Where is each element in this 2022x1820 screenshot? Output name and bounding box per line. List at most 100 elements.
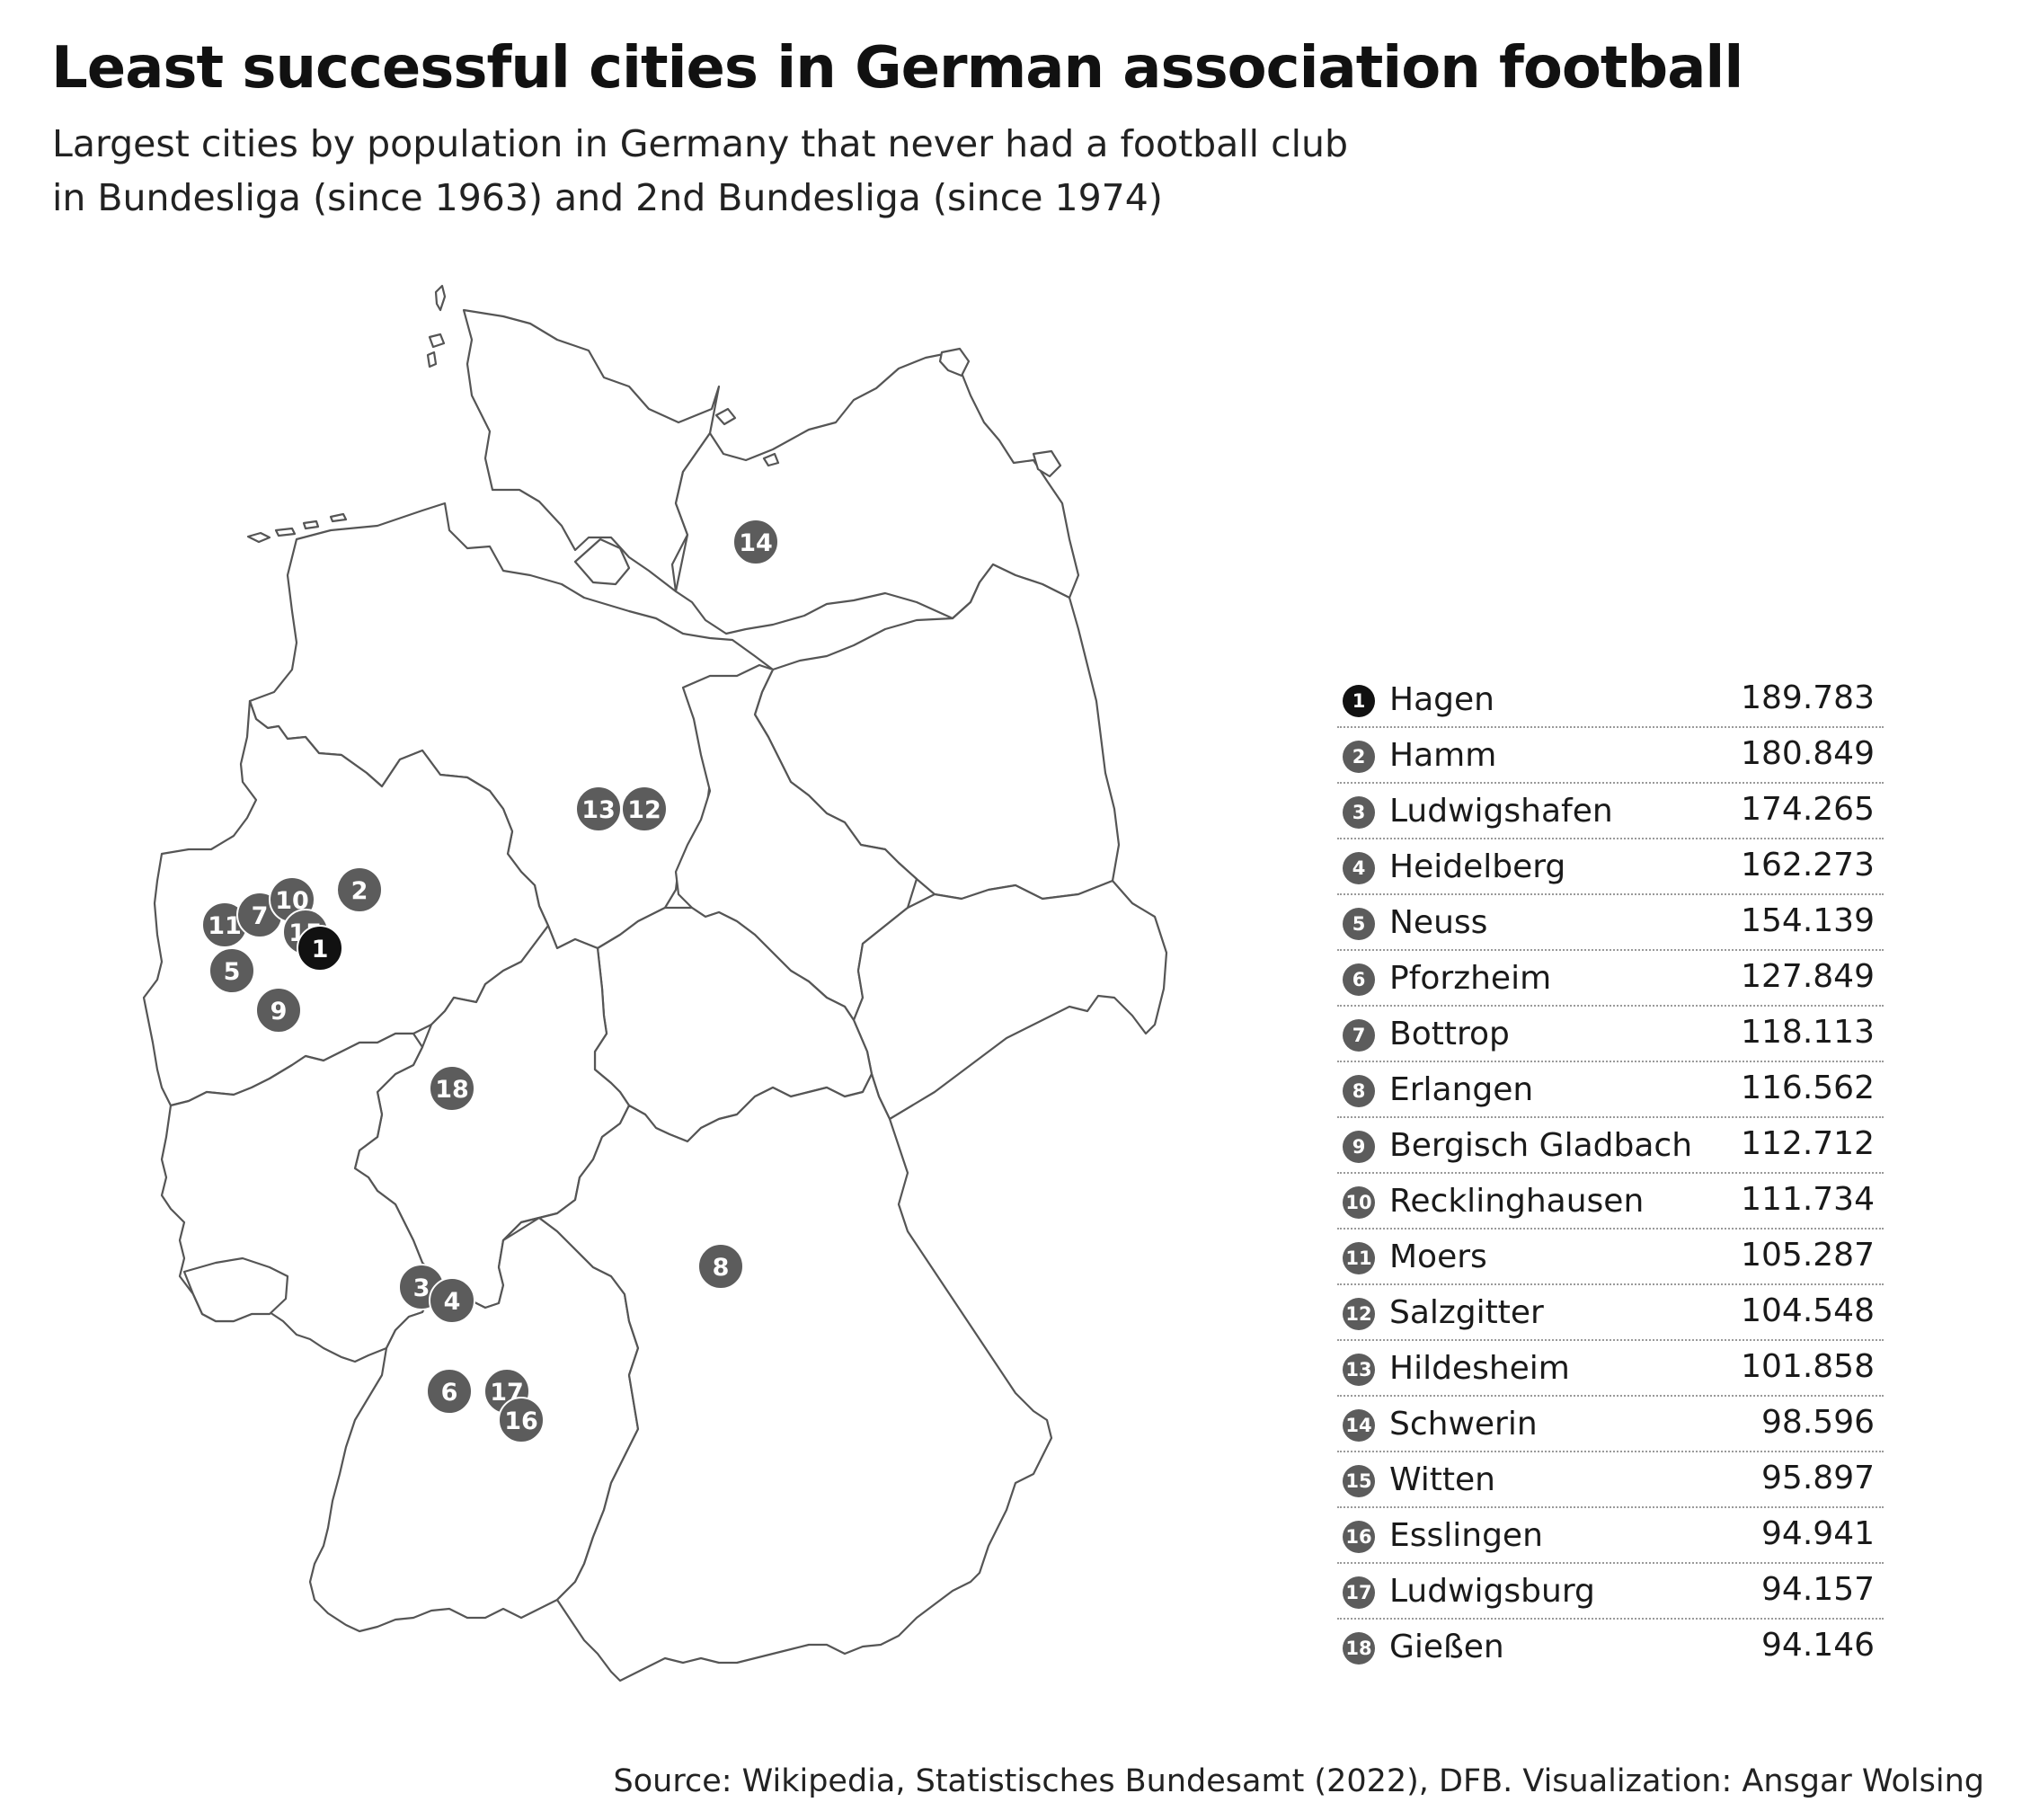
city-marker-label: 4 xyxy=(444,1288,461,1316)
ranking-row: 7 Bottrop 118.113 xyxy=(1337,1007,1884,1062)
ranking-row: 4 Heidelberg 162.273 xyxy=(1337,839,1884,895)
city-population: 154.139 xyxy=(1741,902,1875,939)
rank-badge: 7 xyxy=(1343,1019,1375,1052)
city-population: 180.849 xyxy=(1741,735,1875,772)
ranking-row: 1 Hagen 189.783 xyxy=(1337,672,1884,728)
city-ranking-list: 1 Hagen 189.783 2 Hamm 180.849 3 Ludwigshafen 17… xyxy=(1337,672,1884,1675)
city-name: Bottrop xyxy=(1389,1016,1510,1052)
ranking-row: 18 Gießen 94.146 xyxy=(1337,1620,1884,1675)
island-ruegen xyxy=(938,347,971,377)
city-marker: 13 xyxy=(575,786,622,832)
source-note: Source: Wikipedia, Statistisches Bundesa… xyxy=(613,1763,1984,1799)
rank-badge: 15 xyxy=(1343,1465,1375,1497)
city-name: Salzgitter xyxy=(1389,1294,1544,1331)
city-marker-label: 11 xyxy=(208,912,242,940)
city-name: Erlangen xyxy=(1389,1071,1534,1108)
city-marker: 5 xyxy=(208,947,255,994)
city-marker: 14 xyxy=(732,519,779,565)
city-marker: 2 xyxy=(336,866,383,913)
city-marker-dot xyxy=(697,1243,744,1290)
rank-badge: 18 xyxy=(1343,1632,1375,1665)
rank-badge: 4 xyxy=(1343,852,1375,884)
state-saarland xyxy=(182,1256,289,1323)
city-marker-dot xyxy=(732,519,779,565)
city-markers: 181413128295117101516171634 xyxy=(201,519,779,1443)
city-marker: 4 xyxy=(429,1277,475,1324)
island-amrum xyxy=(426,351,438,368)
ranking-row: 14 Schwerin 98.596 xyxy=(1337,1397,1884,1452)
state-hamburg xyxy=(573,537,631,586)
city-population: 94.157 xyxy=(1761,1571,1875,1608)
rank-badge: 11 xyxy=(1343,1242,1375,1274)
city-marker-dot xyxy=(621,786,668,832)
city-population: 127.849 xyxy=(1741,958,1875,995)
city-name: Recklinghausen xyxy=(1389,1183,1645,1220)
rank-badge: 9 xyxy=(1343,1131,1375,1163)
city-marker-dot xyxy=(336,866,383,913)
city-marker-label: 8 xyxy=(713,1254,730,1282)
city-population: 112.712 xyxy=(1741,1125,1875,1162)
city-marker-label: 9 xyxy=(270,998,288,1025)
rank-badge: 1 xyxy=(1343,685,1375,717)
city-marker: 18 xyxy=(429,1065,475,1112)
state-schleswig-holstein xyxy=(462,308,721,593)
city-population: 104.548 xyxy=(1741,1292,1875,1329)
rank-badge: 3 xyxy=(1343,796,1375,829)
city-population: 174.265 xyxy=(1741,791,1875,828)
ranking-row: 12 Salzgitter 104.548 xyxy=(1337,1285,1884,1341)
city-marker-dot xyxy=(426,1368,473,1415)
rank-badge: 10 xyxy=(1343,1186,1375,1219)
city-marker: 11 xyxy=(201,901,248,948)
city-marker-label: 14 xyxy=(739,529,773,557)
rank-badge: 13 xyxy=(1343,1354,1375,1386)
city-marker-label: 13 xyxy=(581,796,616,824)
city-name: Gießen xyxy=(1389,1629,1504,1665)
city-marker-dot xyxy=(255,987,302,1034)
city-name: Witten xyxy=(1389,1461,1496,1498)
city-population: 111.734 xyxy=(1741,1181,1875,1218)
city-name: Hamm xyxy=(1389,737,1497,774)
chart-subtitle: Largest cities by population in Germany … xyxy=(52,117,1490,225)
city-population: 94.146 xyxy=(1761,1627,1875,1664)
city-population: 189.783 xyxy=(1741,679,1875,716)
chart-title: Least successful cities in German associ… xyxy=(51,35,1743,102)
city-name: Hagen xyxy=(1389,681,1494,718)
island-poel xyxy=(762,452,780,467)
city-marker-label: 2 xyxy=(351,877,368,905)
rank-badge: 8 xyxy=(1343,1075,1375,1107)
ranking-row: 15 Witten 95.897 xyxy=(1337,1452,1884,1508)
city-marker-label: 5 xyxy=(224,958,241,986)
state-bayern xyxy=(501,1072,1053,1682)
city-name: Heidelberg xyxy=(1389,848,1566,885)
city-marker-dot xyxy=(429,1065,475,1112)
city-population: 118.113 xyxy=(1741,1014,1875,1051)
ranking-row: 16 Esslingen 94.941 xyxy=(1337,1508,1884,1564)
city-name: Pforzheim xyxy=(1389,960,1552,997)
city-population: 116.562 xyxy=(1741,1070,1875,1106)
island-fehmarn xyxy=(714,407,737,426)
island-frisian-4 xyxy=(329,512,348,523)
city-marker-label: 3 xyxy=(413,1274,430,1302)
city-marker-label: 7 xyxy=(252,902,269,930)
ranking-row: 9 Bergisch Gladbach 112.712 xyxy=(1337,1118,1884,1174)
ranking-row: 10 Recklinghausen 111.734 xyxy=(1337,1174,1884,1230)
ranking-row: 6 Pforzheim 127.849 xyxy=(1337,951,1884,1007)
city-marker-dot xyxy=(498,1397,545,1443)
rank-badge: 14 xyxy=(1343,1409,1375,1442)
city-name: Schwerin xyxy=(1389,1406,1538,1443)
state-mecklenburg-vorpommern xyxy=(674,351,1080,635)
city-population: 95.897 xyxy=(1761,1460,1875,1496)
ranking-row: 2 Hamm 180.849 xyxy=(1337,728,1884,784)
ranking-row: 5 Neuss 154.139 xyxy=(1337,895,1884,951)
state-sachsen xyxy=(852,879,1168,1121)
city-name: Neuss xyxy=(1389,904,1488,941)
rank-badge: 16 xyxy=(1343,1521,1375,1553)
city-marker-label: 16 xyxy=(504,1407,538,1435)
island-frisian-2 xyxy=(274,527,297,537)
rank-badge: 5 xyxy=(1343,908,1375,940)
island-foehr xyxy=(428,333,446,349)
city-name: Esslingen xyxy=(1389,1517,1543,1554)
state-boundaries xyxy=(142,284,1168,1682)
ranking-row: 13 Hildesheim 101.858 xyxy=(1337,1341,1884,1397)
